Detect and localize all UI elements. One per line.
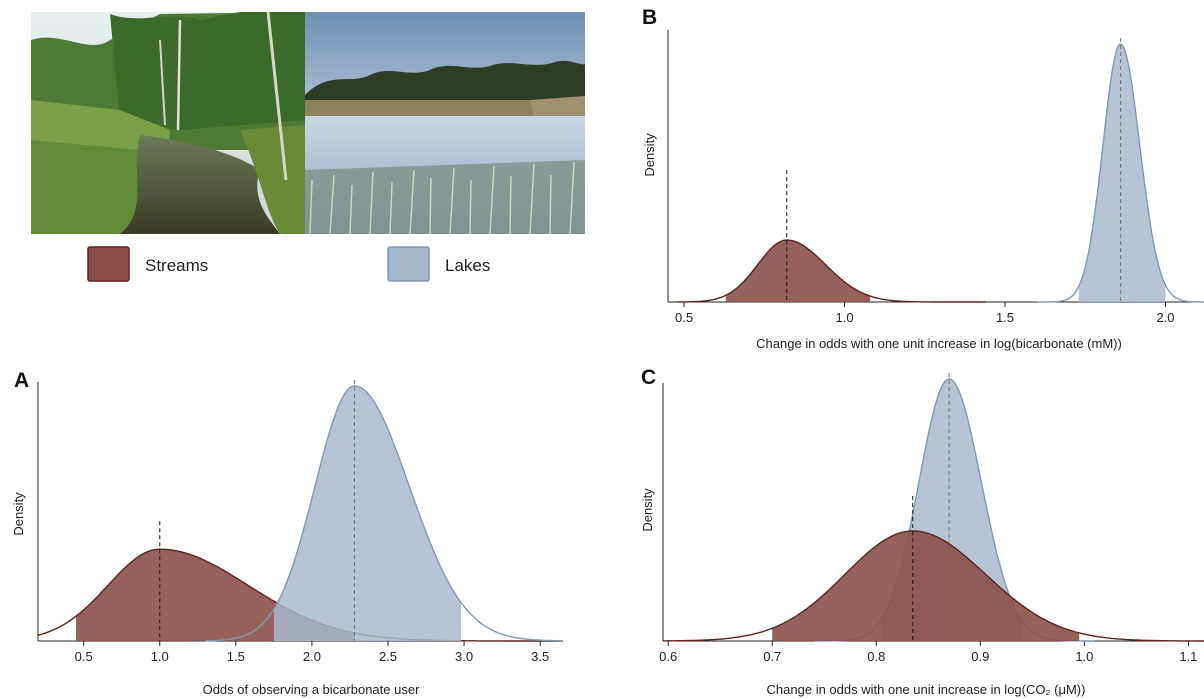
series-streams xyxy=(663,495,1204,642)
legend-label-lakes: Lakes xyxy=(445,256,490,275)
x-tick-label: 0.6 xyxy=(659,649,677,664)
x-tick-label: 1.0 xyxy=(835,310,853,325)
density-ci-area xyxy=(725,240,871,302)
density-ci-area xyxy=(273,386,461,641)
panel-c-chart: C Density Change in odds with one unit i… xyxy=(640,366,1204,697)
panel-b-ylabel: Density xyxy=(642,133,657,177)
panel-a-letter: A xyxy=(14,369,29,392)
stream-photo xyxy=(31,11,305,234)
x-tick-label: 1.0 xyxy=(1075,649,1093,664)
density-ci-area xyxy=(1078,44,1166,302)
x-tick-label: 0.9 xyxy=(971,649,989,664)
density-curve xyxy=(1037,43,1204,303)
density-curve xyxy=(677,239,986,303)
series-lakes xyxy=(205,380,563,642)
panel-b-chart: B Density Change in odds with one unit i… xyxy=(642,6,1204,351)
x-tick-label: 0.5 xyxy=(75,649,93,664)
legend-swatch-streams xyxy=(87,246,130,282)
x-tick-label: 1.1 xyxy=(1179,649,1197,664)
x-tick-label: 0.7 xyxy=(763,649,781,664)
panel-a-xlabel: Odds of observing a bicarbonate user xyxy=(203,682,420,697)
legend: Streams Lakes xyxy=(87,246,490,282)
panel-a-chart: A Density Odds of observing a bicarbonat… xyxy=(11,369,563,697)
series-streams xyxy=(677,170,986,303)
x-tick-label: 3.0 xyxy=(455,649,473,664)
panel-a-ylabel: Density xyxy=(11,492,26,536)
legend-item-lakes: Lakes xyxy=(387,246,490,282)
legend-label-streams: Streams xyxy=(145,256,208,275)
x-tick-label: 2.0 xyxy=(1156,310,1174,325)
series-lakes xyxy=(1037,38,1204,303)
panel-c-letter: C xyxy=(641,366,656,389)
x-tick-label: 0.5 xyxy=(675,310,693,325)
density-curve xyxy=(663,530,1204,642)
x-tick-label: 2.5 xyxy=(379,649,397,664)
density-ci-area xyxy=(772,531,1080,641)
x-tick-label: 1.0 xyxy=(151,649,169,664)
x-tick-label: 1.5 xyxy=(996,310,1014,325)
lake-photo xyxy=(305,12,585,235)
panel-b-xlabel: Change in odds with one unit increase in… xyxy=(756,336,1122,351)
legend-swatch-lakes xyxy=(387,246,430,282)
panel-b-letter: B xyxy=(642,6,657,29)
density-curve xyxy=(205,385,563,642)
x-tick-label: 3.5 xyxy=(531,649,549,664)
legend-item-streams: Streams xyxy=(87,246,208,282)
panel-c-ylabel: Density xyxy=(640,488,655,532)
panel-c-xlabel: Change in odds with one unit increase in… xyxy=(767,682,1086,697)
x-tick-label: 0.8 xyxy=(867,649,885,664)
x-tick-label: 1.5 xyxy=(227,649,245,664)
x-tick-label: 2.0 xyxy=(303,649,321,664)
